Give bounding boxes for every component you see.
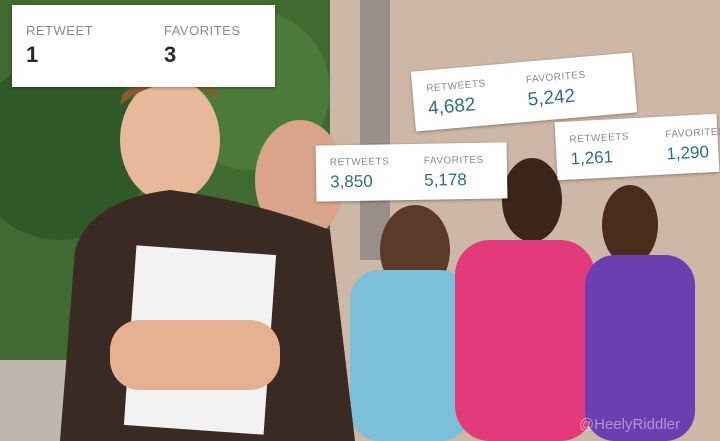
person-shirt bbox=[585, 255, 695, 441]
favorites-stat: FAVORITES 1,290 bbox=[665, 126, 720, 164]
favorites-stat: FAVORITES 5,178 bbox=[424, 155, 484, 191]
watermark: @HeelyRiddler bbox=[578, 416, 680, 433]
retweets-label: RETWEETS bbox=[569, 131, 630, 146]
retweets-stat: RETWEET 1 bbox=[26, 23, 93, 68]
retweets-count: 1,261 bbox=[570, 147, 614, 169]
favorites-label: FAVORITES bbox=[423, 155, 484, 168]
favorites-count: 3 bbox=[164, 42, 177, 68]
person-head bbox=[502, 158, 562, 242]
stat-card: RETWEETS 1,261 FAVORITES 1,290 bbox=[554, 113, 720, 181]
person-shirt bbox=[350, 270, 470, 441]
pillar bbox=[360, 0, 390, 260]
person-shirt bbox=[455, 240, 595, 441]
retweets-label: RETWEETS bbox=[425, 78, 487, 95]
stat-card: RETWEETS 3,850 FAVORITES 5,178 bbox=[315, 142, 508, 202]
retweets-count: 4,682 bbox=[427, 94, 477, 120]
favorites-count: 5,178 bbox=[423, 170, 467, 191]
favorites-stat: FAVORITES 3 bbox=[164, 23, 241, 68]
person-head bbox=[602, 185, 658, 265]
retweets-label: RETWEETS bbox=[329, 156, 390, 169]
favorites-label: FAVORITES bbox=[525, 69, 587, 86]
favorites-label: FAVORITES bbox=[665, 126, 720, 141]
foliage bbox=[0, 60, 150, 240]
retweets-label: RETWEET bbox=[26, 23, 94, 39]
favorites-stat: FAVORITES 5,242 bbox=[526, 70, 589, 112]
retweets-count: 1 bbox=[26, 42, 39, 68]
retweets-stat: RETWEETS 1,261 bbox=[569, 131, 630, 169]
favorites-count: 5,242 bbox=[526, 85, 577, 111]
retweets-count: 3,850 bbox=[330, 171, 373, 192]
stat-card: RETWEET 1 FAVORITES 3 bbox=[12, 5, 275, 87]
arms bbox=[110, 320, 280, 390]
boy-head bbox=[120, 78, 220, 202]
retweets-stat: RETWEETS 4,682 bbox=[426, 79, 489, 121]
favorites-count: 1,290 bbox=[665, 142, 710, 164]
retweets-stat: RETWEETS 3,850 bbox=[330, 157, 390, 193]
favorites-label: FAVORITES bbox=[164, 23, 241, 39]
